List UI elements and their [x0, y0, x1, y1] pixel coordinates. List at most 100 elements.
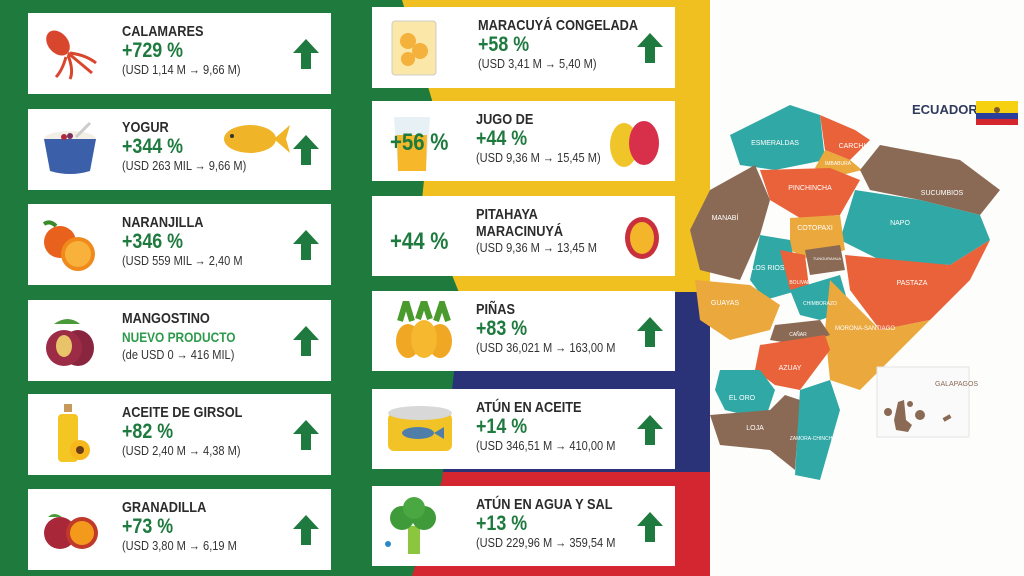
province-los-rios	[750, 235, 800, 300]
product-card-pinas: PIÑAS +83 % (USD 36,021 M → 163,00 M	[372, 291, 675, 371]
province-sucumbios	[860, 145, 1000, 215]
province-pastaza	[845, 240, 990, 330]
product-card-jugo: +56 % JUGO DE +44 % (USD 9,36 M → 15,45 M)	[372, 101, 675, 181]
product-name: PITAHAYA	[476, 206, 538, 223]
product-card-atun-en-agua-y-sal: ATÚN EN AGUA Y SAL +13 % (USD 229,96 M → 3…	[372, 486, 675, 566]
granadilla-icon	[44, 514, 98, 549]
orange-icon	[42, 220, 95, 271]
value-range: (USD 263 MIL → 9,66 M)	[122, 158, 247, 173]
product-card-maracuya-congelada: MARACUYÁ CONGELADA +58 % (USD 3,41 M → 5,4…	[372, 7, 675, 88]
sunflower-oil-icon	[58, 404, 90, 462]
galapagos-inset	[876, 366, 970, 438]
up-arrow-icon	[293, 230, 319, 260]
map-label: CHIMBORAZO	[803, 301, 837, 307]
ecuador-map: ESMERALDAS CARCHI IMBABURA PINCHINCHA SU…	[690, 105, 1000, 480]
map-label: BOLIVAR	[789, 280, 811, 286]
product-name-line2: MARACINUYÁ	[476, 223, 564, 240]
up-arrow-icon	[293, 135, 319, 165]
map-label: GUAYAS	[711, 300, 739, 307]
map-label: PASTAZA	[897, 280, 928, 287]
product-name: YOGUR	[122, 119, 169, 136]
juice-icon	[394, 117, 430, 171]
province-pinchincha	[760, 168, 860, 218]
yogurt-icon	[44, 121, 96, 174]
product-name: ATÚN EN ACEITE	[476, 399, 582, 416]
product-name: MARACUYÁ CONGELADA	[478, 17, 639, 34]
product-name: ACEITE DE GIRSOL	[122, 404, 243, 421]
pitahaya-icon	[625, 217, 659, 259]
growth-percent: +73 %	[122, 515, 174, 538]
map-label: NAPO	[890, 220, 910, 227]
map-label: AZUAY	[779, 365, 802, 372]
product-card-atun-en-aceite: ATÚN EN ACEITE +14 % (USD 346,51 M → 410,0…	[372, 389, 675, 469]
product-card-yogur: YOGUR +344 % (USD 263 MIL → 9,66 M)	[28, 109, 331, 190]
growth-percent: +346 %	[122, 230, 184, 253]
product-name: JUGO DE	[476, 111, 534, 128]
growth-percent: +14 %	[476, 415, 528, 438]
value-range: (USD 229,96 M → 359,54 M	[476, 535, 616, 550]
province-napo	[840, 190, 990, 265]
up-arrow-icon	[637, 317, 663, 347]
galapagos-label: GALAPAGOS	[935, 381, 978, 388]
growth-percent: +58 %	[478, 33, 530, 56]
value-range: (USD 9,36 M → 13,45 M	[476, 240, 597, 255]
province-el-oro	[715, 370, 775, 420]
province-azuay	[755, 335, 830, 390]
up-arrow-icon	[293, 39, 319, 69]
province-manabi	[690, 165, 770, 280]
map-label: ZAMORA-CHINCHIPE	[790, 436, 841, 442]
product-name: PIÑAS	[476, 301, 515, 318]
map-label: PINCHINCHA	[788, 185, 832, 192]
value-range: (USD 3,80 M → 6,19 M	[122, 538, 237, 553]
map-label: EL ORO	[729, 395, 756, 402]
squid-icon	[46, 30, 97, 80]
left-background	[0, 0, 362, 576]
growth-percent: +82 %	[122, 420, 174, 443]
up-arrow-icon	[637, 33, 663, 63]
province-tungurahua	[805, 245, 845, 275]
product-card-pitahaya: +44 % PITAHAYA MARACINUYÁ (USD 9,36 M → 13…	[372, 196, 675, 276]
growth-percent: +13 %	[476, 512, 528, 535]
pitahaya-growth-percent: +44 %	[390, 228, 449, 255]
juice-growth-percent: +56 %	[390, 129, 449, 156]
map-label: LOJA	[746, 425, 764, 432]
map-label: CARCHI	[839, 143, 866, 150]
broccoli-icon	[385, 497, 436, 554]
product-name: CALAMARES	[122, 23, 204, 40]
up-arrow-icon	[293, 420, 319, 450]
new-product-label: NUEVO PRODUCTO	[122, 329, 236, 345]
ecuador-flag-icon	[976, 101, 1018, 125]
value-range: (USD 2,40 M → 4,38 M)	[122, 443, 241, 458]
up-arrow-icon	[637, 415, 663, 445]
product-name: GRANADILLA	[122, 499, 207, 516]
growth-percent: +44 %	[476, 127, 528, 150]
province-bolivar	[780, 250, 810, 295]
product-card-granadilla: GRANADILLA +73 % (USD 3,80 M → 6,19 M	[28, 489, 331, 570]
map-label: IMBABURA	[825, 161, 852, 167]
dragonfruit-icon	[610, 121, 659, 167]
growth-percent: +729 %	[122, 39, 184, 62]
map-label: MORONA-SANTIAGO	[835, 326, 895, 332]
product-name: NARANJILLA	[122, 214, 204, 231]
map-label: MANABÍ	[712, 213, 739, 222]
value-range: (USD 9,36 M → 15,45 M)	[476, 150, 601, 165]
product-name: ATÚN EN AGUA Y SAL	[476, 496, 613, 513]
up-arrow-icon	[293, 515, 319, 545]
growth-percent: +83 %	[476, 317, 528, 340]
map-label: SUCUMBIOS	[921, 190, 964, 197]
product-card-naranjilla: NARANJILLA +346 % (USD 559 MIL → 2,40 M	[28, 204, 331, 285]
map-label: ESMERALDAS	[751, 140, 799, 147]
value-range: (USD 559 MIL → 2,40 M	[122, 253, 243, 268]
map-label: CAÑAR	[789, 331, 807, 338]
province-guayas	[695, 280, 780, 340]
fish-icon	[224, 125, 290, 153]
map-label: LOS RIOS	[751, 265, 784, 272]
value-range: (USD 36,021 M → 163,00 M	[476, 340, 616, 355]
product-name: MANGOSTINO	[122, 310, 210, 327]
province-loja	[710, 395, 800, 470]
tuna-can-icon	[388, 406, 452, 451]
province-zamora-chinchipe	[795, 380, 840, 480]
map-label: TUNGURAHUA	[813, 256, 842, 261]
value-range: (de USD 0 → 416 MIL)	[122, 347, 235, 362]
province-carchi	[820, 115, 870, 160]
